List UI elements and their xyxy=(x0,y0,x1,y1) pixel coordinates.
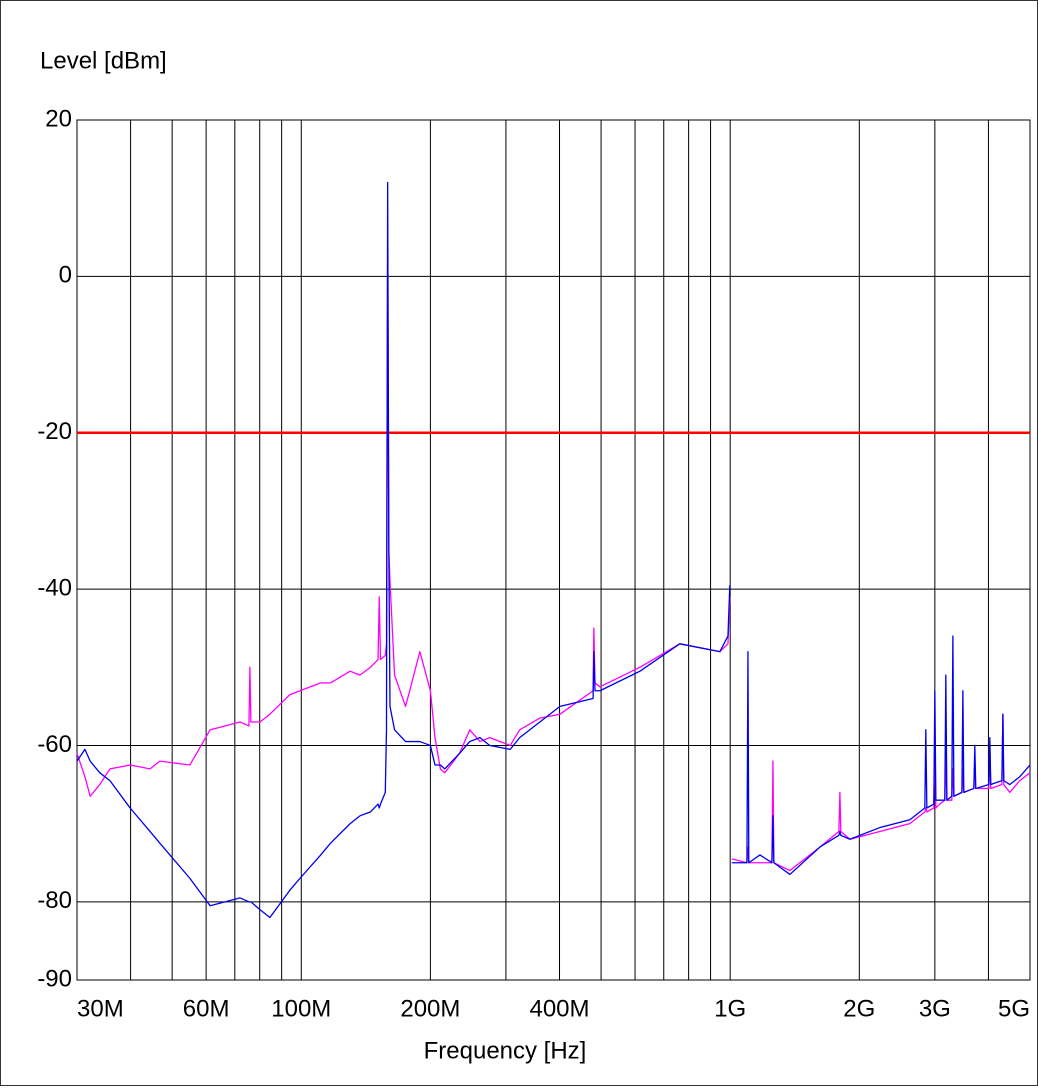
x-axis-title: Frequency [Hz] xyxy=(424,1037,587,1064)
y-tick-label: 0 xyxy=(59,262,72,289)
x-tick-label: 200M xyxy=(400,995,460,1022)
x-tick-label: 60M xyxy=(183,995,230,1022)
x-tick-label: 2G xyxy=(843,995,875,1022)
y-tick-label: -40 xyxy=(37,574,72,601)
y-tick-label: -80 xyxy=(37,887,72,914)
x-tick-label: 3G xyxy=(919,995,951,1022)
trace xyxy=(76,181,1031,919)
x-tick-label: 100M xyxy=(271,995,331,1022)
y-axis-title: Level [dBm] xyxy=(40,47,167,74)
x-tick-label: 400M xyxy=(529,995,589,1022)
y-tick-label: -20 xyxy=(37,418,72,445)
plot-border xyxy=(76,119,1031,981)
y-tick-label: 20 xyxy=(45,105,72,132)
y-tick-label: -90 xyxy=(37,965,72,992)
x-tick-label: 30M xyxy=(77,995,124,1022)
x-tick-label: 1G xyxy=(714,995,746,1022)
x-tick-label: 5G xyxy=(998,995,1030,1022)
y-tick-label: -60 xyxy=(37,731,72,758)
